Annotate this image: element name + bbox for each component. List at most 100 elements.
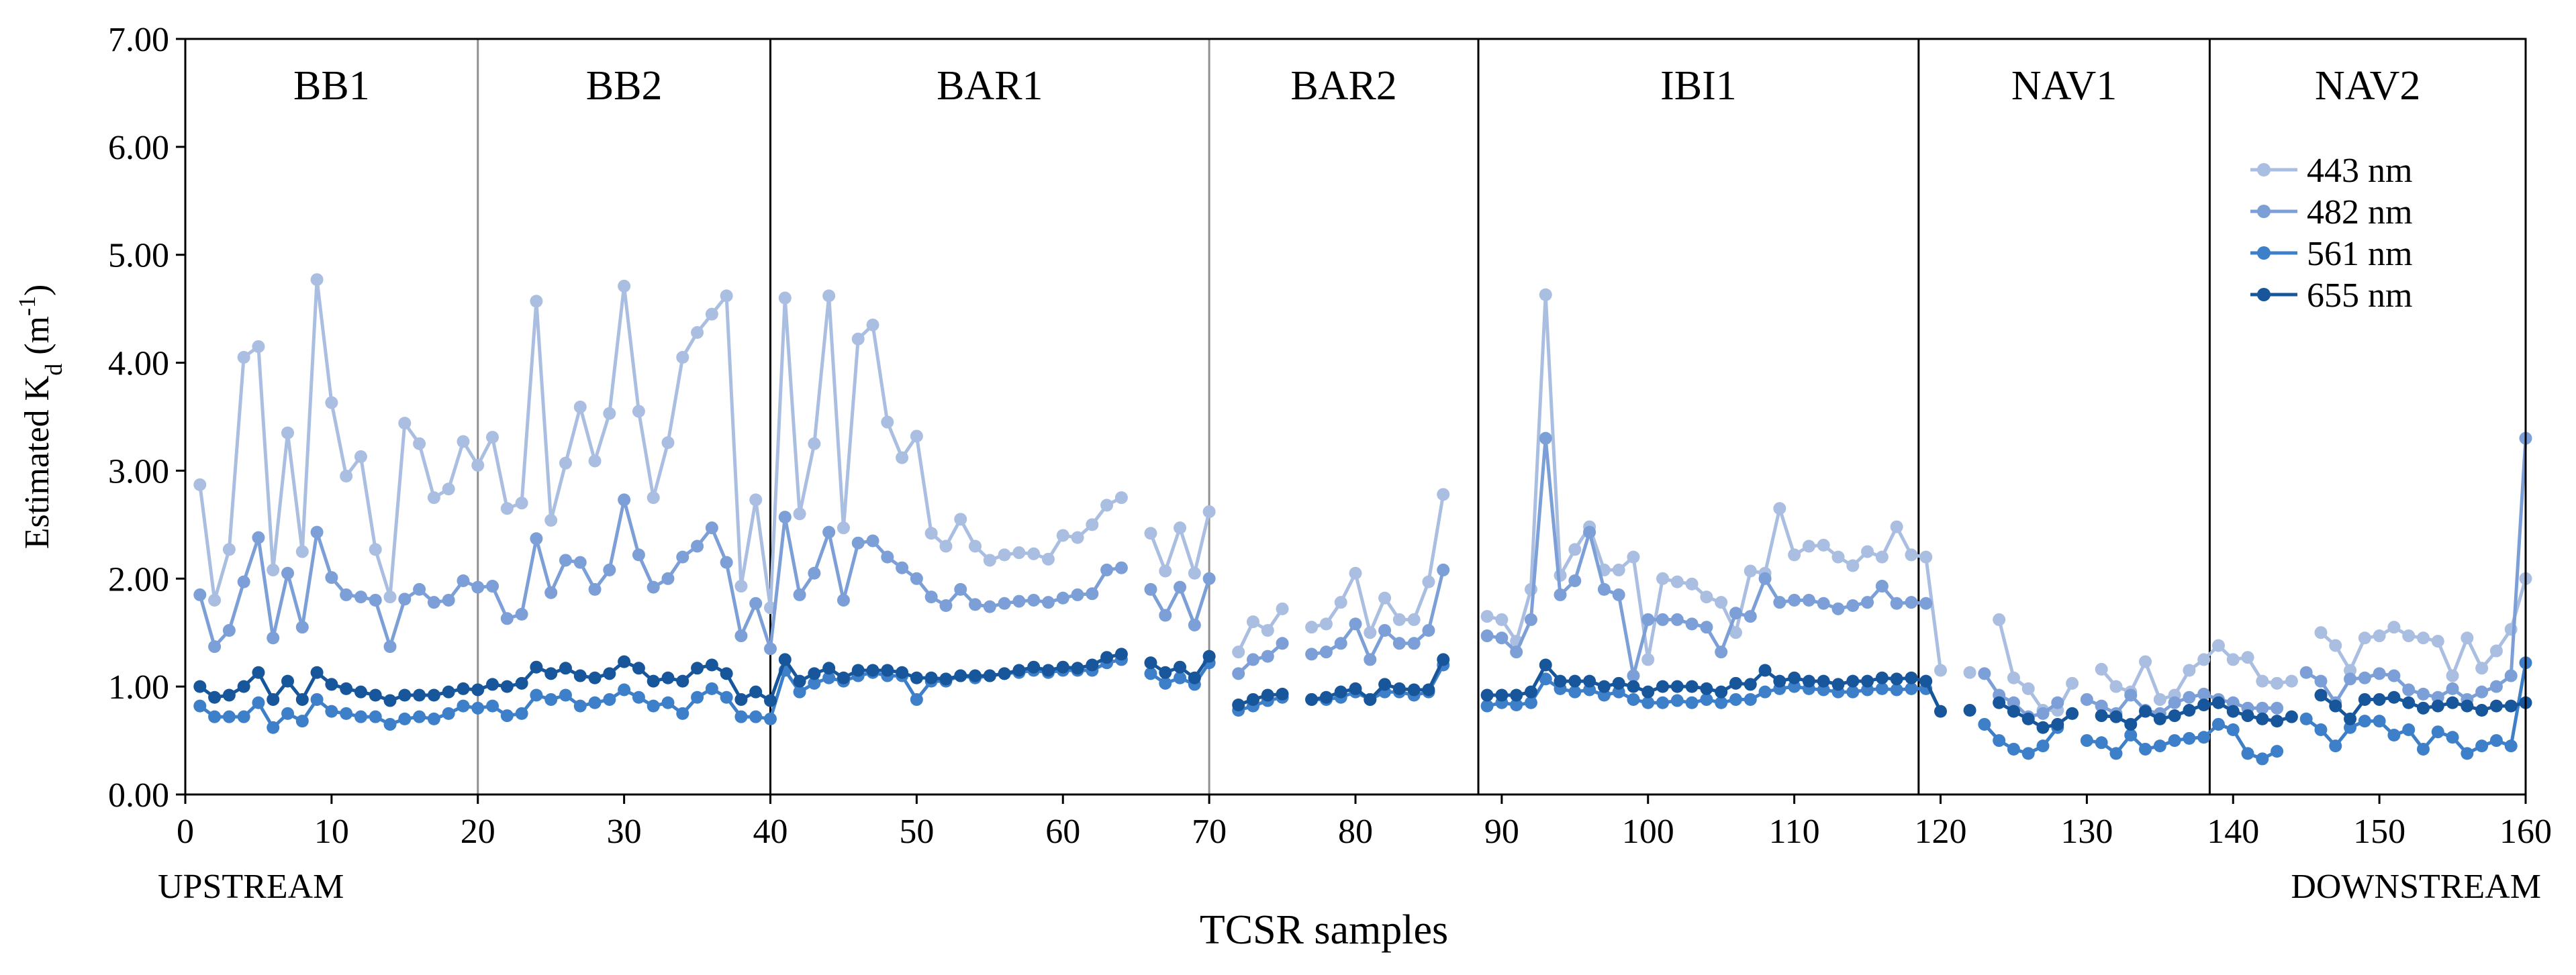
data-point-482-nm-54 xyxy=(969,598,982,611)
data-point-561-nm-137 xyxy=(2183,731,2196,745)
data-point-443-nm-6 xyxy=(267,563,280,576)
series-line-443-nm-4 xyxy=(1486,293,1942,671)
data-point-443-nm-100 xyxy=(1641,653,1655,666)
data-point-443-nm-105 xyxy=(1715,596,1728,609)
data-point-655-nm-39 xyxy=(749,685,763,699)
data-point-655-nm-40 xyxy=(764,694,777,707)
data-point-655-nm-93 xyxy=(1539,658,1552,672)
data-point-443-nm-29 xyxy=(603,407,616,420)
data-point-482-nm-138 xyxy=(2197,687,2211,701)
data-point-655-nm-55 xyxy=(983,669,996,682)
series-line-482-nm-7 xyxy=(2305,438,2528,705)
data-point-655-nm-118 xyxy=(1905,671,1918,684)
data-point-443-nm-68 xyxy=(1174,521,1187,535)
data-point-655-nm-9 xyxy=(310,666,324,679)
data-point-561-nm-5 xyxy=(252,696,265,709)
plot-area-border xyxy=(184,38,2527,796)
data-point-443-nm-151 xyxy=(2387,621,2401,634)
data-point-482-nm-24 xyxy=(530,532,543,546)
x-tick-label-5: 50 xyxy=(899,813,934,851)
data-point-482-nm-30 xyxy=(618,493,631,507)
data-point-655-nm-151 xyxy=(2387,690,2401,704)
data-point-655-nm-4 xyxy=(237,680,250,693)
data-point-482-nm-115 xyxy=(1861,596,1874,609)
data-point-443-nm-50 xyxy=(910,429,923,443)
data-point-443-nm-119 xyxy=(1919,550,1933,564)
data-point-482-nm-100 xyxy=(1641,613,1655,626)
data-point-482-nm-18 xyxy=(442,593,455,607)
data-point-561-nm-138 xyxy=(2197,731,2211,744)
data-point-561-nm-104 xyxy=(1700,692,1713,706)
data-point-561-nm-143 xyxy=(2271,745,2284,758)
data-point-655-nm-25 xyxy=(544,667,558,680)
data-point-443-nm-30 xyxy=(618,279,631,293)
data-point-561-nm-157 xyxy=(2475,739,2489,753)
data-point-561-nm-4 xyxy=(237,710,250,723)
data-point-443-nm-51 xyxy=(924,527,938,540)
data-point-443-nm-79 xyxy=(1334,596,1347,609)
data-point-655-nm-6 xyxy=(267,692,280,706)
data-point-561-nm-30 xyxy=(618,683,631,697)
data-point-443-nm-10 xyxy=(325,396,338,409)
data-point-655-nm-48 xyxy=(881,664,894,677)
data-point-561-nm-15 xyxy=(398,712,412,725)
series-line-561-nm-0 xyxy=(199,658,1122,729)
data-point-561-nm-100 xyxy=(1641,696,1655,709)
data-point-482-nm-5 xyxy=(252,531,265,544)
data-point-655-nm-28 xyxy=(588,671,602,684)
data-point-655-nm-16 xyxy=(413,688,426,702)
data-point-655-nm-119 xyxy=(1919,674,1933,688)
data-point-443-nm-8 xyxy=(295,545,309,558)
data-point-561-nm-106 xyxy=(1729,692,1742,706)
data-point-482-nm-91 xyxy=(1510,646,1523,659)
data-point-443-nm-21 xyxy=(486,431,499,444)
data-point-655-nm-132 xyxy=(2109,710,2123,723)
data-point-561-nm-23 xyxy=(515,707,528,720)
data-point-482-nm-9 xyxy=(310,525,324,539)
data-point-482-nm-82 xyxy=(1378,623,1392,637)
x-tick-label-3: 30 xyxy=(607,813,642,851)
data-point-655-nm-127 xyxy=(2036,721,2050,734)
data-point-482-nm-67 xyxy=(1159,609,1172,622)
data-point-443-nm-70 xyxy=(1202,505,1216,519)
data-point-482-nm-130 xyxy=(2080,692,2093,706)
data-point-482-nm-66 xyxy=(1144,582,1157,596)
data-point-443-nm-26 xyxy=(559,456,572,470)
data-point-482-nm-2 xyxy=(208,640,222,654)
data-point-482-nm-44 xyxy=(822,525,836,539)
data-point-561-nm-132 xyxy=(2109,747,2123,760)
data-point-655-nm-10 xyxy=(325,678,338,691)
series-line-655-nm-3 xyxy=(1311,658,1445,701)
data-point-443-nm-44 xyxy=(822,289,836,303)
data-point-443-nm-49 xyxy=(896,451,909,464)
series-line-443-nm-6 xyxy=(1997,619,2074,712)
series-line-561-nm-7 xyxy=(2305,662,2528,756)
data-point-655-nm-129 xyxy=(2066,707,2079,720)
data-point-482-nm-61 xyxy=(1071,588,1084,601)
data-point-655-nm-21 xyxy=(486,678,499,691)
series-layer xyxy=(193,273,2532,766)
data-point-482-nm-79 xyxy=(1334,637,1347,650)
data-point-443-nm-19 xyxy=(457,435,470,448)
data-point-482-nm-155 xyxy=(2446,682,2459,695)
data-point-443-nm-39 xyxy=(749,493,763,507)
data-point-655-nm-7 xyxy=(281,674,295,688)
data-point-561-nm-20 xyxy=(471,701,485,715)
data-point-482-nm-55 xyxy=(983,600,996,613)
data-point-561-nm-147 xyxy=(2329,739,2342,753)
data-point-443-nm-11 xyxy=(340,469,353,482)
data-point-482-nm-150 xyxy=(2373,667,2386,680)
data-point-443-nm-150 xyxy=(2373,629,2386,643)
series-655-nm xyxy=(193,648,2532,734)
data-point-443-nm-64 xyxy=(1114,491,1128,505)
data-point-561-nm-123 xyxy=(1978,717,1991,731)
data-point-655-nm-38 xyxy=(734,692,748,706)
legend-label-443-nm: 443 nm xyxy=(2307,152,2412,190)
data-point-655-nm-128 xyxy=(2051,717,2064,731)
data-point-561-nm-152 xyxy=(2402,723,2416,736)
data-point-482-nm-110 xyxy=(1788,593,1801,607)
data-point-655-nm-136 xyxy=(2168,709,2181,723)
data-point-655-nm-103 xyxy=(1685,680,1699,693)
series-line-655-nm-0 xyxy=(199,652,1122,703)
